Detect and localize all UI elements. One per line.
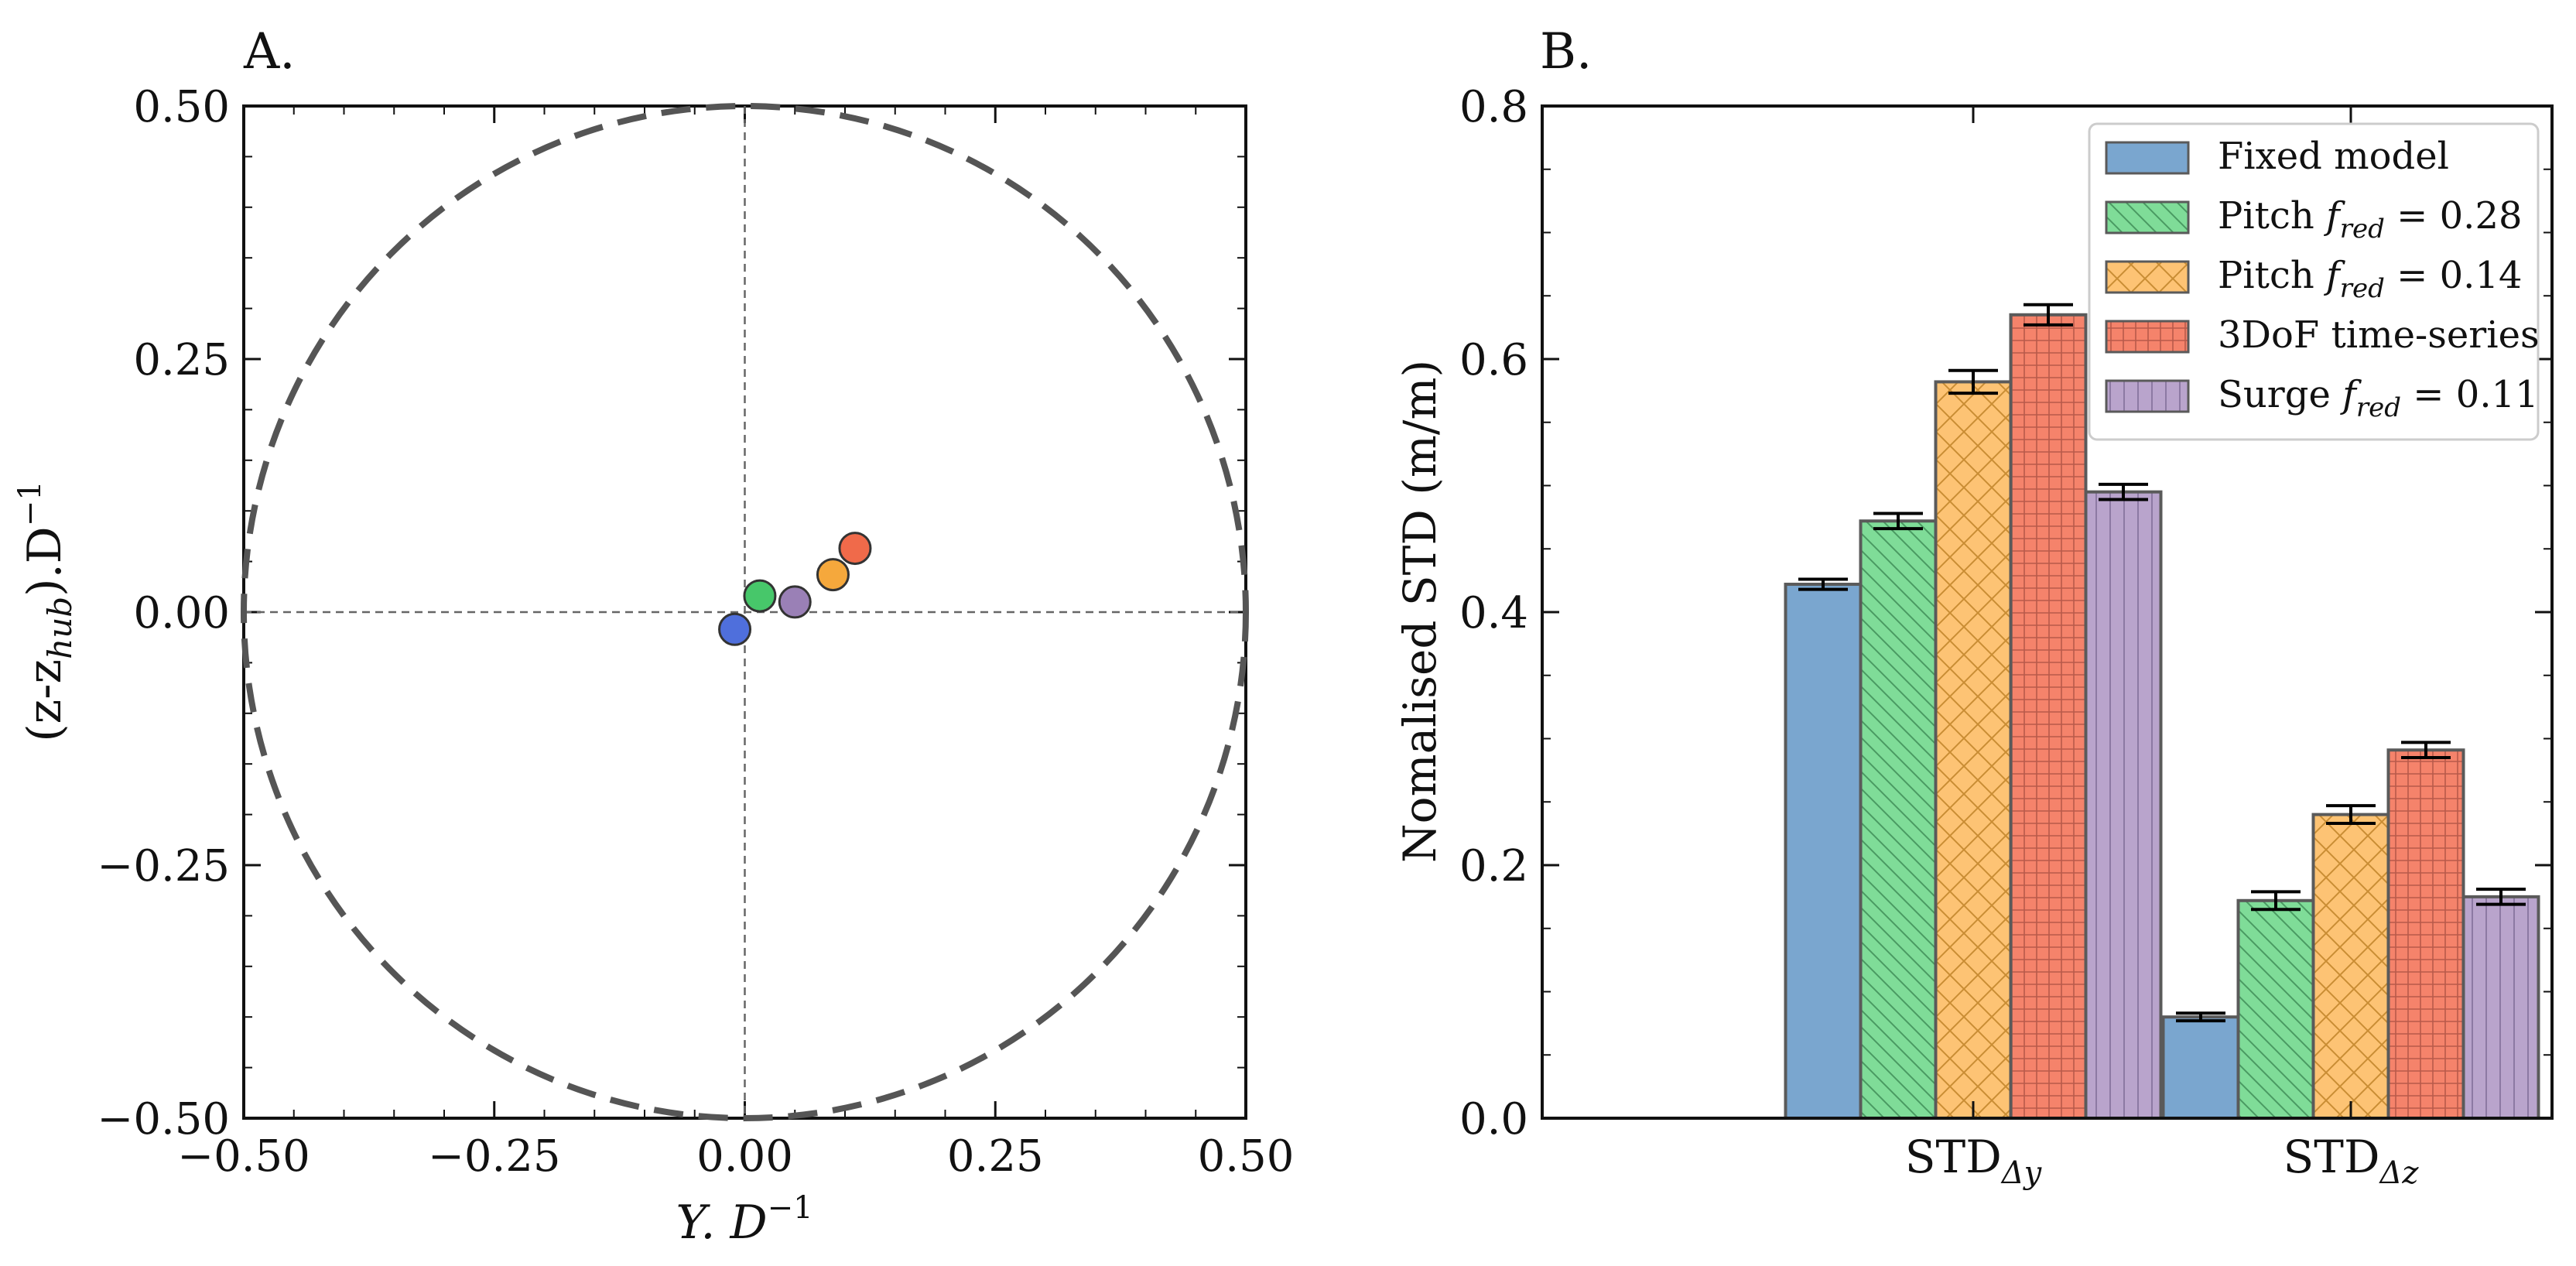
y-tick-label: 0.00 (133, 588, 230, 638)
x-tick-label: −0.50 (177, 1131, 310, 1182)
x-tick-label: STDΔz (2284, 1131, 2420, 1191)
data-point (816, 558, 850, 592)
bar-hatch (1860, 521, 1936, 1118)
panel-b-tick-labels: 0.0 0.2 0.4 0.6 0.8 STDΔy STDΔz (1459, 82, 2419, 1191)
panel-a-label: A. (243, 23, 296, 80)
y-tick-label: −0.50 (97, 1094, 230, 1145)
y-tick-label: 0.2 (1459, 841, 1528, 891)
bar-hatch (2388, 750, 2464, 1118)
bar-hatch (2313, 814, 2389, 1118)
y-tick-label: 0.6 (1459, 335, 1528, 385)
bar (2163, 1017, 2239, 1118)
panel-a-ylabel: (z-zhub).D−1 (12, 481, 79, 741)
legend-swatch-outline (2105, 200, 2190, 234)
legend-label: 3DoF time-series (2218, 313, 2540, 357)
panel-a-tick-labels: −0.50 −0.25 0.00 0.25 0.50 −0.50 −0.25 0.00 0.25… (97, 82, 1294, 1182)
legend-label: Fixed model (2218, 135, 2449, 178)
legend-label: Surge fred = 0.11 (2218, 373, 2539, 423)
bar (1785, 584, 1861, 1118)
panel-b-ylabel: Nomalised STD (m/m) (1394, 360, 1446, 863)
y-tick-label: 0.0 (1459, 1094, 1528, 1145)
x-tick-label: 0.50 (1198, 1131, 1295, 1182)
panel-a-marks (241, 103, 1249, 1121)
legend-swatch-outline (2105, 320, 2190, 354)
legend-swatch-hatch (2106, 381, 2188, 412)
panel-b-bar: B. 0.0 0.2 0.4 0.6 0.8 STDΔy STDΔz Nomalised S… (1394, 23, 2554, 1191)
data-point (778, 585, 812, 619)
legend-swatch (2106, 142, 2188, 173)
x-tick-label: STDΔy (1905, 1131, 2043, 1191)
bar-hatch (2085, 491, 2161, 1118)
bar-hatch (1935, 382, 2011, 1118)
legend-swatch-outline (2105, 141, 2190, 175)
panel-b-ticks (1542, 104, 2552, 1120)
panel-a-scatter: A. −0.50 −0.25 0.00 0.25 0.50 −0.50 −0.25 0.00 0… (12, 23, 1294, 1250)
panel-b-label: B. (1540, 23, 1592, 80)
legend-swatch-hatch (2106, 321, 2188, 352)
y-tick-label: 0.8 (1459, 82, 1528, 132)
panel-a-xlabel: Y. D−1 (676, 1190, 812, 1250)
x-tick-label: 0.25 (947, 1131, 1044, 1182)
data-point (718, 612, 752, 646)
rotor-circle (241, 103, 1249, 1121)
panel-b-legend: Fixed model Pitch fred = 0.28 Pitch fred =… (2088, 122, 2540, 441)
legend-swatch-outline (2105, 379, 2190, 413)
y-tick-label: 0.4 (1459, 588, 1528, 638)
legend-swatch-hatch (2106, 202, 2188, 233)
y-tick-label: −0.25 (97, 841, 230, 891)
panel-b-marks (1784, 303, 2540, 1121)
legend-frame (2088, 122, 2540, 441)
legend-label: Pitch fred = 0.14 (2218, 254, 2523, 304)
data-point (838, 532, 872, 566)
legend-swatch-outline (2105, 260, 2190, 294)
bar-hatch (2463, 896, 2539, 1118)
bar-hatch (2238, 900, 2314, 1118)
legend-swatch-hatch (2106, 262, 2188, 293)
bar-hatch (2010, 314, 2086, 1118)
x-tick-label: −0.25 (428, 1131, 561, 1182)
data-point (743, 579, 777, 613)
x-tick-label: 0.00 (696, 1131, 793, 1182)
legend-label: Pitch fred = 0.28 (2218, 194, 2523, 245)
y-tick-label: 0.25 (133, 335, 230, 385)
y-tick-label: 0.50 (133, 82, 230, 132)
